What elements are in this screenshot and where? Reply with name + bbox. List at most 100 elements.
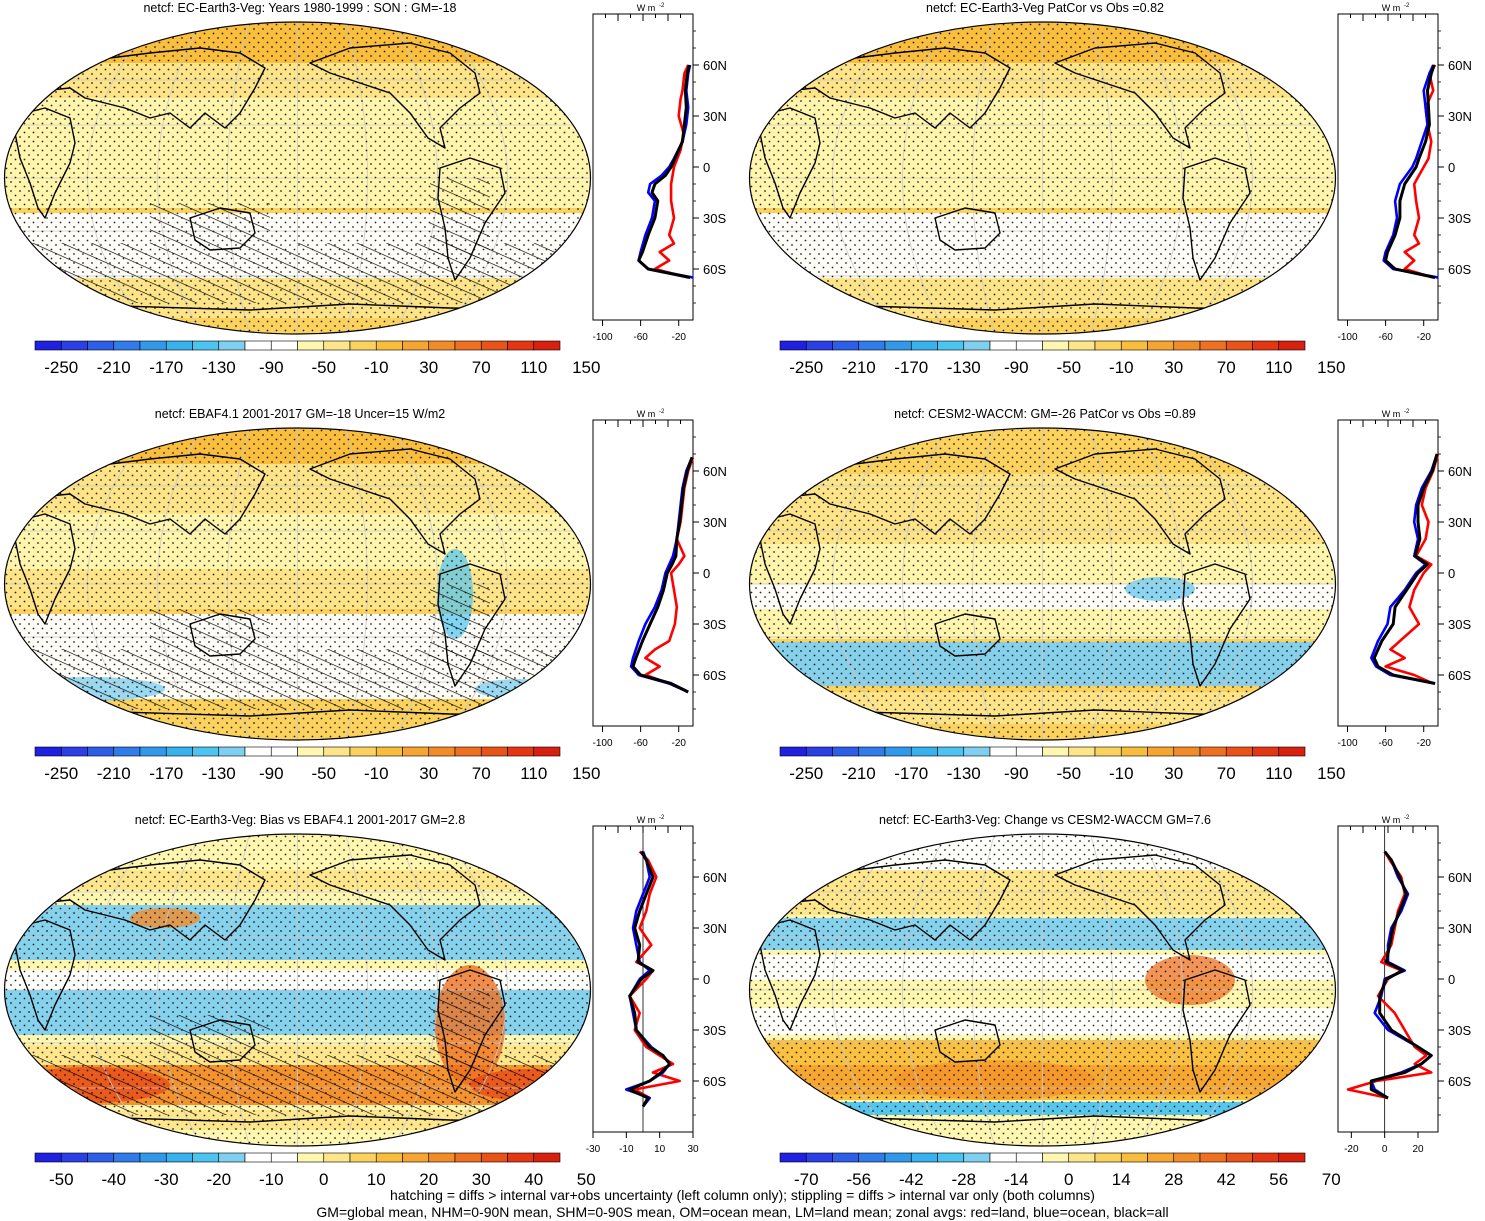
colorbar-label: 0 <box>1064 1170 1073 1189</box>
colorbar-swatch <box>1120 746 1148 757</box>
colorbar-label: 42 <box>1217 1170 1236 1189</box>
colorbar-label: -250 <box>44 358 78 377</box>
colorbar-swatch <box>1278 340 1306 351</box>
zonal-series-land <box>644 456 695 694</box>
colorbar-label: 14 <box>1112 1170 1131 1189</box>
colorbar-label: -20 <box>206 1170 231 1189</box>
colorbar-swatch <box>454 340 482 351</box>
colorbar-swatch <box>1068 1152 1096 1163</box>
zonal-lat-label: 60S <box>703 668 726 683</box>
zonal-lat-label: 60N <box>703 58 727 73</box>
colorbar-swatch <box>218 340 246 351</box>
colorbar-swatch <box>832 746 860 757</box>
colorbar-label: 30 <box>1164 764 1183 783</box>
zonal-mean-plot: -100 -60 -20 W m -2 60N 30N 0 30S 60S <box>1337 3 1472 343</box>
zonal-lat-label: 30S <box>1448 617 1471 632</box>
colorbar-swatch <box>1199 1152 1227 1163</box>
colorbar-label: -170 <box>894 764 928 783</box>
colorbar-swatch <box>1015 1152 1043 1163</box>
colorbar-swatch <box>1278 746 1306 757</box>
colorbar-swatch <box>1225 1152 1253 1163</box>
world-map <box>748 21 1337 335</box>
zonal-unit-exponent: -2 <box>1404 409 1410 415</box>
zonal-lat-label: 30N <box>703 109 727 124</box>
colorbar-swatch <box>244 1152 272 1163</box>
colorbar-label: -130 <box>202 358 236 377</box>
zonal-unit-exponent: -2 <box>659 409 665 415</box>
colorbar-label: 10 <box>367 1170 386 1189</box>
colorbar-label: 110 <box>1265 358 1292 377</box>
colorbar-swatch <box>60 340 88 351</box>
colorbar-label: 70 <box>472 358 491 377</box>
colorbar-swatch <box>507 340 535 351</box>
colorbar-label: -10 <box>364 358 389 377</box>
colorbar-swatch <box>34 1152 62 1163</box>
colorbar-label: 20 <box>419 1170 438 1189</box>
colorbar-swatch <box>779 746 807 757</box>
colorbar-label: -28 <box>951 1170 976 1189</box>
colorbar-swatch <box>297 746 325 757</box>
colorbar-swatch <box>779 1152 807 1163</box>
zonal-mean-plot: -100 -60 -20 W m -2 60N 30N 0 30S 60S <box>1337 409 1472 749</box>
colorbar: -250 -210 -170 -130 -90 -50 -10 30 70 110 150 <box>34 746 600 783</box>
panel-bottom-right: netcf: EC-Earth3-Veg: Change vs CESM2-WA… <box>745 812 1485 1212</box>
zonal-unit-label: W m <box>1382 815 1401 825</box>
zonal-series-land <box>628 850 681 1108</box>
colorbar-swatch <box>1015 340 1043 351</box>
colorbar-label: 30 <box>419 764 438 783</box>
world-map <box>3 427 592 741</box>
colorbar-swatch <box>113 340 141 351</box>
colorbar-swatch <box>910 746 938 757</box>
colorbar-swatch <box>937 746 965 757</box>
colorbar-swatch <box>34 340 62 351</box>
zonal-lat-label: 60N <box>1448 870 1472 885</box>
zonal-lat-label: 60S <box>1448 668 1471 683</box>
colorbar-swatch <box>1173 746 1201 757</box>
colorbar-swatch <box>113 746 141 757</box>
colorbar-swatch <box>192 1152 220 1163</box>
colorbar-label: 30 <box>1164 358 1183 377</box>
zonal-lat-label: 30S <box>703 617 726 632</box>
zonal-x-tick-label: -20 <box>1344 1144 1359 1155</box>
colorbar-swatch <box>218 1152 246 1163</box>
zonal-unit-label: W m <box>637 409 656 419</box>
colorbar-swatch <box>533 1152 561 1163</box>
colorbar-label: 110 <box>1265 764 1292 783</box>
colorbar-label: 150 <box>572 358 600 377</box>
colorbar-swatch <box>533 746 561 757</box>
map-title: netcf: CESM2-WACCM: GM=-26 PatCor vs Obs… <box>894 407 1196 421</box>
colorbar-label: 28 <box>1164 1170 1183 1189</box>
zonal-series-all <box>628 850 672 1108</box>
zonal-lat-label: 30N <box>703 515 727 530</box>
colorbar-swatch <box>244 340 272 351</box>
map-title: netcf: EBAF4.1 2001-2017 GM=-18 Uncer=15… <box>154 407 446 421</box>
zonal-x-tick-label: -60 <box>633 332 648 343</box>
map-title: netcf: EC-Earth3-Veg: Bias vs EBAF4.1 20… <box>134 813 466 827</box>
colorbar-swatch <box>533 340 561 351</box>
colorbar-label: -90 <box>1004 764 1029 783</box>
colorbar-swatch <box>192 746 220 757</box>
map-title: netcf: EC-Earth3-Veg: Years 1980-1999 : … <box>143 1 457 15</box>
colorbar-swatch <box>60 746 88 757</box>
colorbar-swatch <box>34 746 62 757</box>
footer-legend-note: GM=global mean, NHM=0-90N mean, SHM=0-90… <box>316 1204 1169 1220</box>
colorbar-swatch <box>1094 1152 1122 1163</box>
zonal-lat-label: 30S <box>1448 211 1471 226</box>
colorbar-swatch <box>858 746 886 757</box>
colorbar-swatch <box>989 1152 1017 1163</box>
zonal-lat-label: 0 <box>1448 972 1455 987</box>
zonal-lat-label: 30N <box>1448 515 1472 530</box>
colorbar-swatch <box>349 1152 377 1163</box>
colorbar-swatch <box>1199 340 1227 351</box>
colorbar-label: 30 <box>472 1170 491 1189</box>
colorbar-swatch <box>297 340 325 351</box>
colorbar-swatch <box>1015 746 1043 757</box>
map-title: netcf: EC-Earth3-Veg PatCor vs Obs =0.82 <box>926 1 1164 15</box>
colorbar-swatch <box>139 340 167 351</box>
colorbar-swatch <box>139 746 167 757</box>
colorbar-label: -10 <box>259 1170 284 1189</box>
zonal-lat-label: 30S <box>1448 1023 1471 1038</box>
colorbar-label: 0 <box>319 1170 328 1189</box>
colorbar-swatch <box>375 746 403 757</box>
colorbar-label: -130 <box>947 764 981 783</box>
